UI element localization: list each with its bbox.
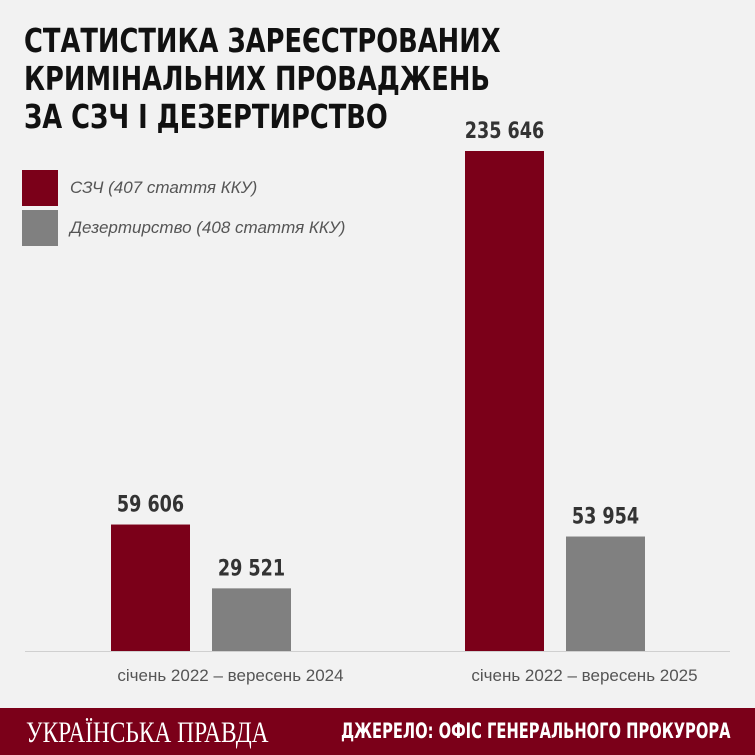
legend-label: Дезертирство (408 стаття ККУ)	[70, 218, 346, 237]
legend-swatch	[22, 170, 58, 206]
legend-label: СЗЧ (407 стаття ККУ)	[70, 178, 258, 197]
title-line: КРИМІНАЛЬНИХ ПРОВАДЖЕНЬ	[24, 59, 491, 98]
data-label: 59 606	[117, 492, 184, 517]
bar	[212, 588, 291, 651]
data-label: 53 954	[572, 504, 639, 529]
bar	[566, 536, 645, 651]
bar	[111, 524, 190, 651]
title-line: СТАТИСТИКА ЗАРЕЄСТРОВАНИХ	[24, 21, 501, 60]
footer: УКРАЇНСЬКА ПРАВДА ДЖЕРЕЛО: ОФІС ГЕНЕРАЛЬ…	[0, 708, 755, 755]
brand-logo: УКРАЇНСЬКА ПРАВДА	[26, 716, 269, 749]
data-label: 235 646	[465, 118, 545, 143]
x-tick-label: січень 2022 – вересень 2024	[117, 666, 343, 685]
data-label: 29 521	[218, 555, 285, 580]
legend-item-desertion: Дезертирство (408 стаття ККУ)	[22, 210, 345, 246]
legend-swatch	[22, 210, 58, 246]
x-tick-label: січень 2022 – вересень 2025	[471, 666, 697, 685]
chart-title: СТАТИСТИКА ЗАРЕЄСТРОВАНИХ КРИМІНАЛЬНИХ П…	[24, 22, 501, 136]
source-note: ДЖЕРЕЛО: ОФІС ГЕНЕРАЛЬНОГО ПРОКУРОРА	[340, 719, 730, 743]
bar	[465, 151, 544, 651]
legend-item-szch: СЗЧ (407 стаття ККУ)	[22, 170, 257, 206]
plot-area: 59 606 29 521 січень 2022 – вересень 2024 2…	[25, 118, 730, 685]
title-line: ЗА СЗЧ І ДЕЗЕРТИРСТВО	[24, 97, 388, 136]
